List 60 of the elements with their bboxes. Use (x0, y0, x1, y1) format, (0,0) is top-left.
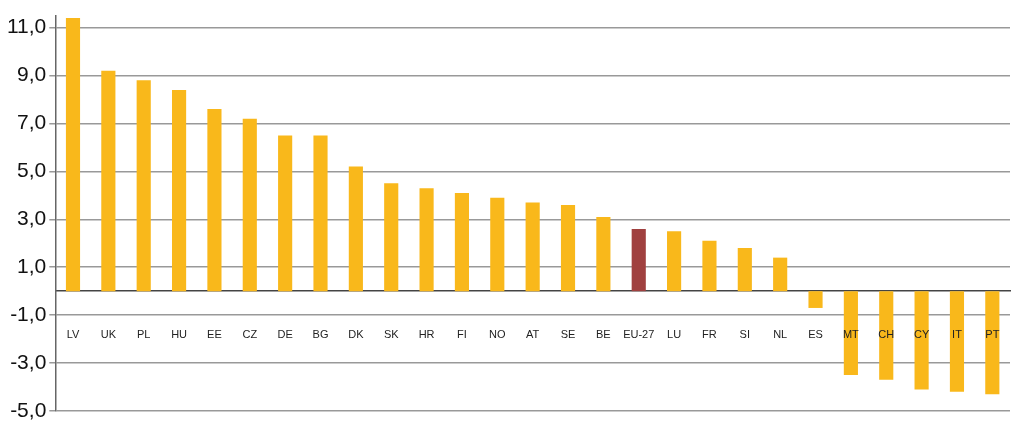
bar (596, 216, 611, 292)
bar (737, 248, 752, 292)
x-tick-label: IT (952, 328, 963, 341)
x-tick-label: SK (383, 328, 400, 341)
y-tick-label: 9,0 (17, 62, 47, 86)
y-tick-label: -5,0 (10, 397, 47, 421)
y-tick-label: 3,0 (17, 206, 47, 230)
x-tick-label: BE (596, 328, 611, 341)
bar (136, 80, 151, 292)
x-tick-label: SI (739, 328, 751, 341)
bar (879, 291, 894, 380)
x-tick-label: LU (667, 328, 682, 341)
bar (525, 202, 540, 292)
bar (949, 291, 965, 392)
x-tick-label: CY (913, 328, 930, 341)
x-tick-label: NO (489, 328, 506, 341)
bar (914, 291, 929, 390)
bar (560, 204, 576, 292)
y-tick-label: 11,0 (6, 14, 47, 38)
bar (242, 118, 257, 292)
y-tick-label: -3,0 (10, 349, 47, 373)
x-tick-label: BG (312, 328, 329, 341)
bar (65, 18, 81, 292)
bar (808, 291, 823, 308)
bar (172, 89, 187, 292)
x-tick-label: SE (560, 328, 576, 341)
bar (207, 109, 222, 292)
x-tick-label: NL (773, 328, 788, 341)
x-tick-label: DK (348, 328, 365, 341)
y-tick-label: 7,0 (17, 110, 47, 134)
x-tick-label: CZ (242, 328, 258, 341)
x-tick-label: FI (457, 328, 467, 341)
y-tick-label: 5,0 (17, 158, 47, 182)
x-tick-label: FR (702, 328, 717, 341)
bar (843, 291, 858, 376)
bar (419, 188, 434, 292)
x-tick-label: LV (66, 328, 80, 341)
bar (348, 166, 363, 292)
bar (101, 70, 116, 292)
bar (985, 291, 1000, 395)
bar (490, 197, 505, 292)
bar (384, 183, 399, 292)
x-tick-label: EU-27 (623, 328, 655, 341)
bar (702, 240, 717, 292)
x-tick-label: HR (418, 328, 435, 341)
bar (313, 135, 328, 292)
x-tick-label: DE (277, 328, 293, 341)
y-tick-label: -1,0 (10, 301, 47, 325)
x-tick-label: EE (207, 328, 222, 341)
bar (667, 231, 682, 292)
x-tick-label: PL (136, 328, 151, 341)
bar (773, 257, 788, 292)
x-tick-label: AT (526, 328, 540, 341)
x-tick-label: ES (808, 328, 823, 341)
bar (631, 228, 646, 292)
y-tick-label: 1,0 (17, 254, 47, 278)
x-tick-label: HU (171, 328, 188, 341)
x-tick-label: UK (100, 328, 117, 341)
bar (278, 135, 293, 292)
bar (454, 192, 470, 292)
